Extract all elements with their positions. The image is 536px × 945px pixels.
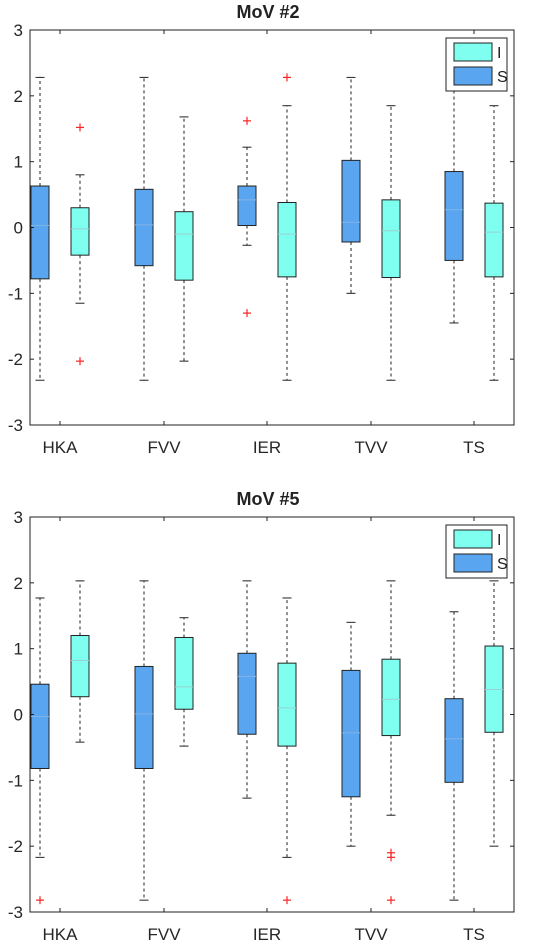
box-i-hka — [70, 580, 90, 743]
legend: I S — [445, 524, 508, 579]
iqr-box — [484, 202, 504, 278]
box-i-fvv — [174, 617, 194, 747]
iqr-box — [341, 159, 361, 243]
outlier-marker — [243, 116, 251, 125]
legend: I S — [445, 37, 508, 92]
box-s-hka — [30, 597, 50, 905]
iqr-box — [70, 635, 90, 698]
legend-label-s: S — [497, 69, 508, 86]
y-tick-label: 2 — [14, 574, 23, 593]
x-axis-ticks: HKA FVV IER TVV TS — [43, 30, 485, 457]
iqr-box — [134, 665, 154, 769]
y-tick-label: 1 — [14, 640, 23, 659]
legend-label-s: S — [497, 556, 508, 573]
x-tick-label: TS — [463, 438, 485, 457]
legend-swatch-s — [453, 553, 493, 573]
iqr-box — [444, 171, 464, 261]
y-tick-label: 2 — [14, 87, 23, 106]
y-axis-ticks: -3 -2 -1 0 1 2 3 — [8, 508, 514, 922]
x-axis-ticks: HKA FVV IER TVV TS — [43, 517, 485, 944]
plot-area — [29, 516, 515, 913]
box-s-fvv — [134, 580, 154, 901]
iqr-box — [341, 669, 361, 798]
x-tick-label: TS — [463, 925, 485, 944]
x-tick-label: FVV — [147, 438, 181, 457]
box-i-ts — [484, 105, 504, 381]
box-i-tvv — [381, 580, 401, 905]
box-s-ier — [237, 116, 257, 318]
y-tick-label: 3 — [14, 508, 23, 527]
x-tick-label: TVV — [354, 438, 388, 457]
x-tick-label: HKA — [43, 438, 79, 457]
iqr-box — [30, 683, 50, 769]
outlier-marker — [283, 73, 291, 82]
iqr-box — [277, 201, 297, 278]
outlier-marker — [387, 896, 395, 905]
x-tick-label: TVV — [354, 925, 388, 944]
chart-panel-mov-2: MoV #2 -3 -2 -1 0 1 2 3 HKA FVV IER TVV TS I S — [8, 2, 515, 457]
iqr-box — [174, 211, 194, 281]
legend-swatch-s — [453, 66, 493, 86]
box-s-ier — [237, 580, 257, 799]
y-tick-label: 3 — [14, 21, 23, 40]
y-tick-label: 1 — [14, 153, 23, 172]
outlier-marker — [387, 853, 395, 862]
box-s-ts — [444, 611, 464, 901]
y-tick-label: -1 — [8, 771, 23, 790]
y-tick-label: -1 — [8, 284, 23, 303]
iqr-box — [70, 207, 90, 256]
box-s-hka — [30, 76, 50, 381]
y-tick-label: -3 — [8, 903, 23, 922]
legend-label-i: I — [497, 532, 501, 549]
boxplot-marks — [30, 580, 504, 905]
x-tick-label: IER — [253, 438, 281, 457]
box-i-fvv — [174, 116, 194, 362]
y-tick-label: 0 — [14, 219, 23, 238]
y-axis-ticks: -3 -2 -1 0 1 2 3 — [8, 21, 514, 435]
box-i-tvv — [381, 105, 401, 381]
chart-title: MoV #2 — [236, 2, 299, 22]
y-tick-label: -2 — [8, 837, 23, 856]
box-i-hka — [70, 123, 90, 366]
x-tick-label: FVV — [147, 925, 181, 944]
box-i-ts — [484, 580, 504, 847]
y-tick-label: -2 — [8, 350, 23, 369]
iqr-box — [174, 636, 194, 710]
iqr-box — [277, 662, 297, 747]
box-s-fvv — [134, 76, 154, 381]
outlier-marker — [36, 896, 44, 905]
iqr-box — [444, 698, 464, 783]
x-tick-label: HKA — [43, 925, 79, 944]
box-i-ier — [277, 597, 297, 905]
iqr-box — [237, 652, 257, 735]
box-s-tvv — [341, 621, 361, 847]
y-tick-label: -3 — [8, 416, 23, 435]
iqr-box — [381, 658, 401, 737]
legend-label-i: I — [497, 45, 501, 62]
box-i-ier — [277, 73, 297, 381]
legend-swatch-i — [453, 529, 493, 549]
chart-title: MoV #5 — [236, 489, 299, 509]
box-s-tvv — [341, 76, 361, 294]
legend-swatch-i — [453, 42, 493, 62]
boxplot-marks — [30, 73, 504, 381]
iqr-box — [237, 185, 257, 227]
outlier-marker — [283, 896, 291, 905]
iqr-box — [30, 185, 50, 280]
outlier-marker — [76, 123, 84, 132]
y-tick-label: 0 — [14, 706, 23, 725]
iqr-box — [381, 199, 401, 279]
outlier-marker — [76, 357, 84, 366]
x-tick-label: IER — [253, 925, 281, 944]
outlier-marker — [243, 309, 251, 318]
chart-panel-mov-5: MoV #5 -3 -2 -1 0 1 2 3 HKA FVV IER TVV TS I S — [8, 489, 515, 944]
plot-area — [29, 29, 515, 426]
iqr-box — [134, 188, 154, 267]
